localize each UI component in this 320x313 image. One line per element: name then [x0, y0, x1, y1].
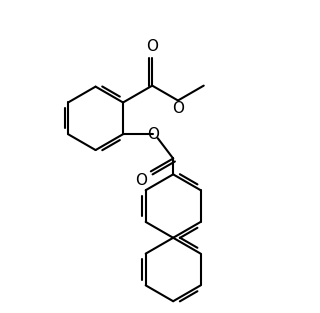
Text: O: O — [147, 127, 159, 142]
Text: O: O — [146, 39, 158, 54]
Text: O: O — [172, 101, 184, 116]
Text: O: O — [135, 173, 147, 188]
